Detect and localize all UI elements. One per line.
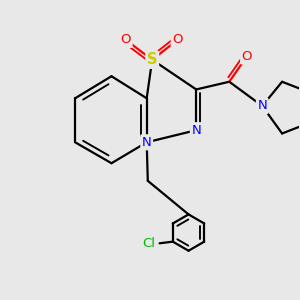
Text: N: N [257,100,267,112]
Text: S: S [147,52,158,67]
Text: O: O [121,33,131,46]
Text: O: O [242,50,252,63]
Text: N: N [142,136,152,149]
Text: N: N [191,124,201,137]
Text: O: O [172,33,183,46]
Text: Cl: Cl [142,237,155,250]
